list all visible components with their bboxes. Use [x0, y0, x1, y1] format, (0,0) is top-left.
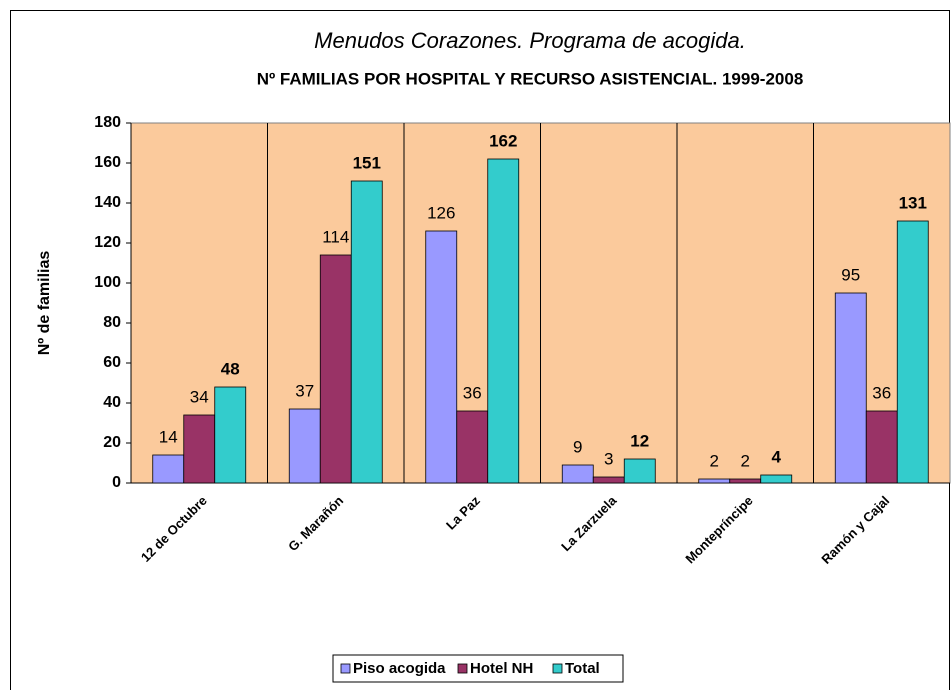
- data-label: 2: [741, 451, 750, 470]
- legend-swatch: [457, 663, 468, 674]
- data-label: 114: [322, 227, 349, 246]
- data-label: 151: [353, 153, 381, 172]
- y-tick-label: 140: [94, 194, 121, 211]
- data-label: 3: [604, 449, 613, 468]
- bar: [729, 478, 762, 484]
- data-label: 34: [190, 387, 209, 406]
- data-label: 95: [841, 265, 860, 284]
- bar: [623, 458, 656, 484]
- y-tick-label: 20: [103, 434, 121, 451]
- legend-swatch: [552, 663, 563, 674]
- bar: [350, 180, 383, 484]
- bar: [152, 454, 185, 484]
- data-label: 37: [295, 381, 314, 400]
- legend-swatch: [340, 663, 351, 674]
- bar: [425, 230, 458, 484]
- data-label: 14: [159, 427, 178, 446]
- y-tick-label: 80: [103, 314, 121, 331]
- bar: [487, 158, 520, 484]
- y-axis-label: Nº de familias: [36, 251, 53, 356]
- bar: [698, 478, 731, 484]
- data-label: 12: [630, 431, 649, 450]
- data-label: 126: [427, 203, 455, 222]
- legend-label: Hotel NH: [470, 660, 533, 677]
- y-tick-label: 160: [94, 154, 121, 171]
- bar: [288, 408, 321, 484]
- legend-label: Piso acogida: [353, 660, 446, 677]
- data-label: 36: [463, 383, 482, 402]
- data-label: 162: [489, 131, 517, 150]
- bar: [865, 410, 898, 484]
- bar: [456, 410, 489, 484]
- bar: [319, 254, 352, 484]
- legend-box: [332, 654, 624, 683]
- y-tick-label: 120: [94, 234, 121, 251]
- data-label: 2: [710, 451, 719, 470]
- bar: [561, 464, 594, 484]
- data-label: 36: [872, 383, 891, 402]
- data-label: 131: [899, 193, 927, 212]
- data-label: 9: [573, 437, 582, 456]
- y-tick-label: 0: [112, 474, 121, 491]
- bar: [214, 386, 247, 484]
- bar: [896, 220, 929, 484]
- chart-subtitle: Nº FAMILIAS POR HOSPITAL Y RECURSO ASIST…: [257, 69, 804, 88]
- bar: [183, 414, 216, 484]
- data-label: 4: [772, 447, 782, 466]
- chart-title: Menudos Corazones. Programa de acogida.: [314, 28, 746, 53]
- y-tick-label: 180: [94, 114, 121, 131]
- y-tick-label: 100: [94, 274, 121, 291]
- y-tick-label: 60: [103, 354, 121, 371]
- y-tick-label: 40: [103, 394, 121, 411]
- legend-label: Total: [565, 660, 600, 677]
- data-label: 48: [221, 359, 240, 378]
- bar: [834, 292, 867, 484]
- bar: [592, 476, 625, 484]
- bar: [760, 474, 793, 484]
